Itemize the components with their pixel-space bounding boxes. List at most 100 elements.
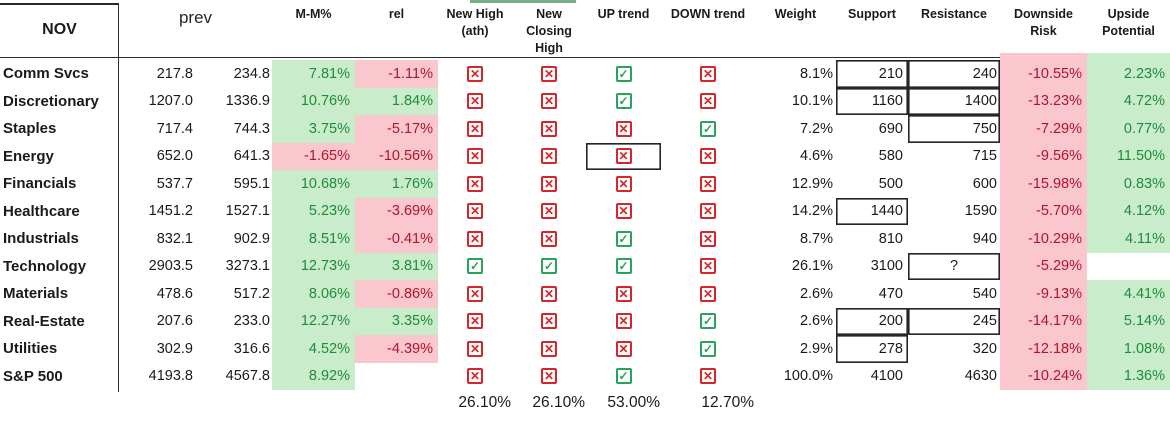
col-header-mm[interactable]: M-M%: [295, 7, 332, 21]
support-cell[interactable]: 470: [878, 285, 903, 302]
new-high-flag-cell[interactable]: ✕: [438, 308, 512, 336]
prev-value-cell[interactable]: 652.0: [156, 148, 193, 165]
resistance-cell[interactable]: ?: [908, 253, 1000, 281]
rel-change-cell[interactable]: -0.86%: [355, 280, 438, 308]
new-high-flag-cell[interactable]: ✕: [438, 88, 512, 116]
down-trend-flag-cell[interactable]: ✓: [661, 335, 755, 363]
up-trend-flag-cell[interactable]: ✕: [586, 198, 661, 226]
up-trend-flag-cell[interactable]: ✕: [586, 143, 661, 171]
up-trend-flag-cell[interactable]: ✓: [586, 225, 661, 253]
new-closing-high-flag-cell[interactable]: ✕: [512, 335, 586, 363]
weight-cell[interactable]: 14.2%: [791, 203, 833, 220]
weight-cell[interactable]: 12.9%: [791, 175, 833, 192]
close-value-cell[interactable]: 1527.1: [225, 203, 270, 220]
upside-potential-cell[interactable]: 0.77%: [1087, 115, 1170, 143]
prev-value-cell[interactable]: 302.9: [156, 340, 193, 357]
new-high-flag-cell[interactable]: ✕: [438, 143, 512, 171]
resistance-cell[interactable]: 750: [908, 115, 1000, 143]
up-trend-flag-cell[interactable]: ✕: [586, 170, 661, 198]
downside-risk-cell[interactable]: -12.18%: [1000, 335, 1087, 363]
rel-change-cell[interactable]: 3.35%: [355, 307, 438, 335]
resistance-cell[interactable]: 1590: [964, 203, 997, 220]
support-cell[interactable]: 210: [836, 60, 908, 88]
upside-potential-cell[interactable]: 5.14%: [1087, 307, 1170, 335]
col-header-rel[interactable]: rel: [388, 7, 405, 21]
col-header-support[interactable]: Support: [848, 7, 896, 21]
rel-change-cell[interactable]: 1.76%: [355, 170, 438, 198]
mm-change-cell[interactable]: 10.76%: [272, 87, 355, 115]
new-closing-high-flag-cell[interactable]: ✕: [512, 115, 586, 143]
sector-name-cell[interactable]: Healthcare: [3, 202, 80, 220]
downside-risk-cell[interactable]: -15.98%: [1000, 170, 1087, 198]
rel-change-cell[interactable]: -4.39%: [355, 335, 438, 363]
weight-cell[interactable]: 8.7%: [799, 230, 833, 247]
support-cell[interactable]: 810: [878, 230, 903, 247]
close-value-cell[interactable]: 233.0: [233, 313, 270, 330]
down-trend-flag-cell[interactable]: ✓: [661, 115, 755, 143]
close-value-cell[interactable]: 902.9: [233, 230, 270, 247]
downside-risk-cell[interactable]: -9.56%: [1000, 142, 1087, 170]
support-cell[interactable]: 200: [836, 308, 908, 336]
close-value-cell[interactable]: 641.3: [233, 148, 270, 165]
sector-name-cell[interactable]: Staples: [3, 120, 57, 138]
downside-risk-cell[interactable]: -9.13%: [1000, 280, 1087, 308]
col-header-resistance[interactable]: Resistance: [920, 7, 987, 21]
new-closing-high-flag-cell[interactable]: ✕: [512, 225, 586, 253]
prev-value-cell[interactable]: 1207.0: [148, 93, 193, 110]
downside-risk-cell[interactable]: -13.23%: [1000, 87, 1087, 115]
down-trend-flag-cell[interactable]: ✕: [661, 253, 755, 281]
col-header-up-trend[interactable]: UP trend: [597, 7, 650, 21]
upside-potential-cell[interactable]: 1.36%: [1087, 362, 1170, 390]
mm-change-cell[interactable]: 12.27%: [272, 307, 355, 335]
new-closing-high-flag-cell[interactable]: ✕: [512, 363, 586, 391]
down-trend-flag-cell[interactable]: ✕: [661, 88, 755, 116]
up-trend-flag-cell[interactable]: ✓: [586, 363, 661, 391]
new-high-flag-cell[interactable]: ✕: [438, 225, 512, 253]
rel-change-cell[interactable]: 1.84%: [355, 87, 438, 115]
month-cell[interactable]: NOV: [42, 21, 77, 38]
summary-up-trend[interactable]: 53.00%: [607, 394, 660, 411]
new-high-flag-cell[interactable]: ✕: [438, 60, 512, 88]
new-high-flag-cell[interactable]: ✕: [438, 115, 512, 143]
summary-new-high[interactable]: 26.10%: [458, 394, 511, 411]
upside-potential-cell[interactable]: 4.72%: [1087, 87, 1170, 115]
col-header-weight[interactable]: Weight: [774, 7, 817, 21]
upside-potential-cell[interactable]: 0.83%: [1087, 170, 1170, 198]
prev-value-cell[interactable]: 2903.5: [148, 258, 193, 275]
rel-change-cell[interactable]: -3.69%: [355, 197, 438, 225]
close-value-cell[interactable]: 3273.1: [225, 258, 270, 275]
rel-change-cell[interactable]: -10.56%: [355, 142, 438, 170]
new-high-flag-cell[interactable]: ✕: [438, 170, 512, 198]
mm-change-cell[interactable]: 10.68%: [272, 170, 355, 198]
resistance-cell[interactable]: 1400: [908, 88, 1000, 116]
new-closing-high-flag-cell[interactable]: ✕: [512, 198, 586, 226]
rel-change-cell[interactable]: [355, 363, 438, 391]
col-header-upside-potential[interactable]: Upside Potential: [1102, 7, 1155, 38]
up-trend-flag-cell[interactable]: ✕: [586, 115, 661, 143]
new-closing-high-flag-cell[interactable]: ✕: [512, 170, 586, 198]
resistance-cell[interactable]: 245: [908, 308, 1000, 336]
weight-cell[interactable]: 100.0%: [783, 368, 833, 385]
prev-value-cell[interactable]: 217.8: [156, 65, 193, 82]
support-cell[interactable]: 500: [878, 175, 903, 192]
rel-change-cell[interactable]: 3.81%: [355, 252, 438, 280]
prev-value-cell[interactable]: 717.4: [156, 120, 193, 137]
sector-name-cell[interactable]: Financials: [3, 175, 77, 193]
weight-cell[interactable]: 2.9%: [799, 340, 833, 357]
resistance-cell[interactable]: 600: [972, 175, 997, 192]
rel-change-cell[interactable]: -1.11%: [355, 60, 438, 88]
sector-name-cell[interactable]: Energy: [3, 147, 54, 165]
downside-risk-cell[interactable]: -10.29%: [1000, 225, 1087, 253]
resistance-cell[interactable]: 240: [908, 60, 1000, 88]
rel-change-cell[interactable]: -0.41%: [355, 225, 438, 253]
close-value-cell[interactable]: 1336.9: [225, 93, 270, 110]
sector-name-cell[interactable]: Technology: [3, 257, 87, 275]
sector-name-cell[interactable]: Industrials: [3, 230, 79, 248]
support-cell[interactable]: 1440: [836, 198, 908, 226]
new-high-flag-cell[interactable]: ✕: [438, 280, 512, 308]
prev-value-cell[interactable]: 478.6: [156, 285, 193, 302]
prev-value-cell[interactable]: 1451.2: [148, 203, 193, 220]
weight-cell[interactable]: 2.6%: [799, 313, 833, 330]
col-header-down-trend[interactable]: DOWN trend: [670, 7, 746, 21]
mm-change-cell[interactable]: 8.51%: [272, 225, 355, 253]
